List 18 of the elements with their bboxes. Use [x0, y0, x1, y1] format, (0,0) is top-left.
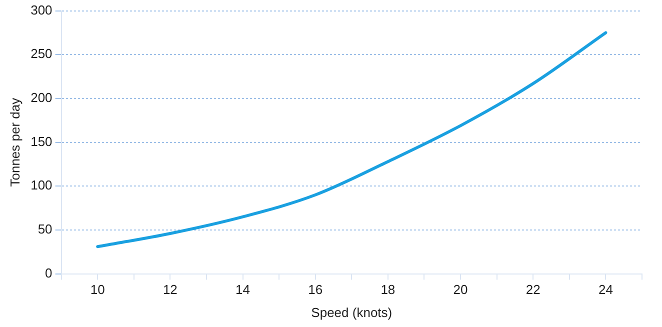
y-tick-label: 250 — [30, 46, 52, 62]
x-tick-label: 20 — [453, 282, 468, 298]
y-tick-label: 200 — [30, 90, 52, 106]
y-tick-label: 300 — [30, 2, 52, 18]
y-tick-label: 0 — [45, 265, 52, 280]
x-tick-label: 12 — [162, 282, 178, 298]
x-tick-label: 22 — [526, 282, 540, 298]
x-axis-title: Speed (knots) — [311, 304, 392, 320]
y-tick-label: 100 — [30, 178, 52, 193]
y-tick-label: 150 — [30, 134, 52, 149]
x-tick-label: 10 — [90, 282, 105, 298]
x-tick-label: 16 — [308, 282, 323, 298]
x-tick-label: 18 — [380, 282, 396, 298]
y-axis-title: Tonnes per day — [7, 97, 22, 187]
x-tick-label: 14 — [236, 282, 250, 298]
y-tick-label: 50 — [38, 222, 52, 237]
x-tick-label: 24 — [598, 282, 613, 298]
line-series — [96, 31, 608, 248]
